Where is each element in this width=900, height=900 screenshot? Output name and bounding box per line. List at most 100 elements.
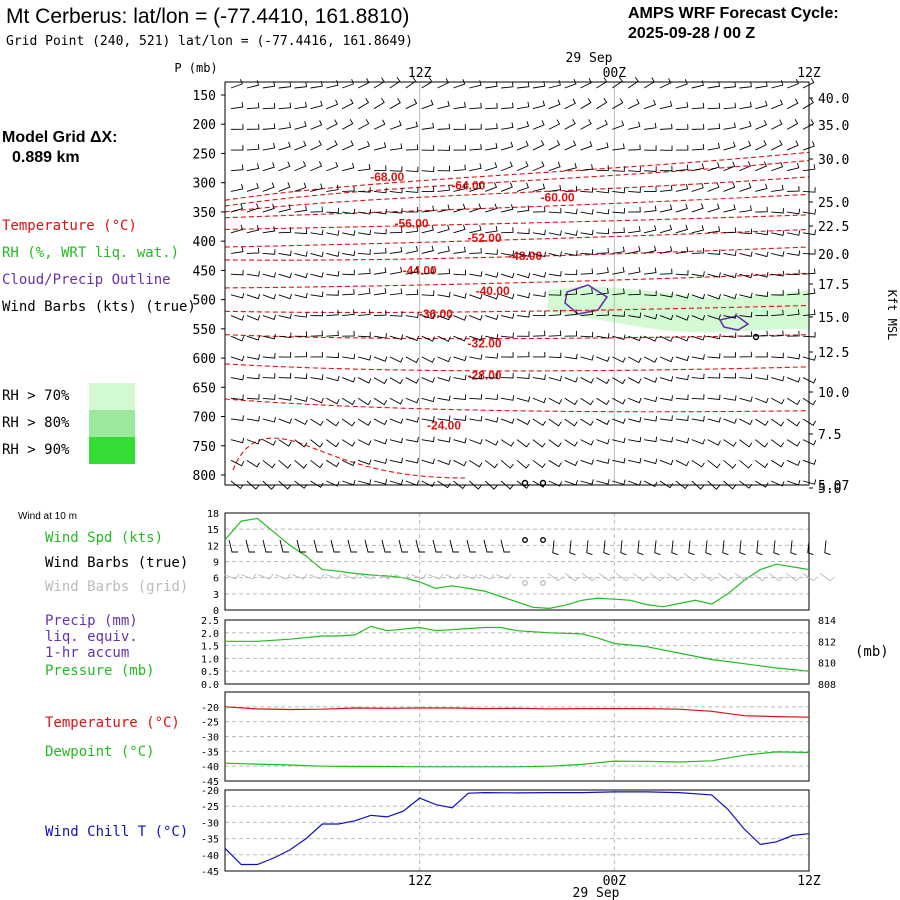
xs-wind-barb [532, 251, 547, 258]
xs-wind-barb [691, 102, 705, 110]
xs-wind-barb [771, 230, 785, 236]
xs-wind-barb [612, 377, 626, 385]
xs-wind-barb [341, 439, 356, 447]
xs-wind-barb [437, 291, 451, 298]
xs-wind-barb [707, 314, 721, 320]
xs-wind-barb [612, 266, 625, 275]
xs-wind-barb [485, 353, 498, 359]
xs-wind-barb [453, 203, 466, 213]
xs-wind-barb [405, 312, 419, 319]
xs-wind-barb [262, 373, 276, 379]
rh-legend-label-2: RH > 80% [2, 415, 70, 431]
xs-wind-barb [786, 479, 801, 486]
xs-wind-barb [802, 418, 817, 426]
xs-wind-barb [405, 226, 419, 234]
xs-wind-barb [516, 439, 530, 448]
xs-wind-barb [485, 203, 498, 213]
xs-wind-barb [675, 164, 689, 172]
wind-barb-true [586, 540, 593, 556]
xs-wind-barb [310, 330, 323, 337]
xs-wind-barb [262, 162, 275, 172]
xs-wind-barb [548, 161, 561, 172]
wind-barb-grid [444, 573, 461, 580]
xs-wind-barb [596, 119, 608, 130]
xs-wind-barb [501, 352, 514, 358]
xs-wind-barb [469, 102, 482, 110]
xs-wind-barb [516, 81, 530, 89]
xs-wind-barb [246, 335, 261, 341]
xs-wind-barb [485, 394, 498, 400]
xs-wind-barb [707, 162, 720, 172]
td-panel-ytick-label-6: -45 [201, 777, 219, 788]
xs-wind-barb [230, 315, 245, 321]
xs-wind-barbs [230, 76, 817, 490]
xs-wind-barb [310, 272, 324, 278]
xs-wind-barb [739, 101, 752, 110]
xs-wind-barb [357, 141, 370, 151]
xs-wind-barb [532, 374, 546, 381]
xs-wind-barb [389, 418, 404, 424]
wind-panel-ytick-label-5: 6 [213, 574, 219, 585]
xs-wind-barb [294, 373, 308, 379]
xs-wind-barb [310, 459, 324, 469]
wind-barb-true [637, 540, 644, 556]
xs-wind-barb [659, 224, 673, 234]
xs-wind-barb [755, 418, 769, 427]
xs-wind-barb [373, 187, 387, 194]
xs-wind-barb [246, 124, 260, 130]
xs-wind-barb [739, 121, 752, 130]
xs-wind-barb [516, 161, 529, 172]
xs-wind-barb [755, 291, 769, 297]
xs-wind-barb [294, 101, 307, 110]
wind-barb-true [483, 539, 493, 553]
xs-wind-barb [548, 309, 562, 316]
xs-wind-barb [786, 78, 799, 89]
xs-wind-barb [723, 480, 737, 490]
xs-wind-barb [437, 78, 449, 89]
xs-wind-barb [628, 206, 641, 213]
xs-wind-barb [516, 311, 530, 318]
xs-wind-barb [786, 140, 799, 151]
pressure-tick-label-1: 150 [193, 89, 216, 104]
xs-wind-barb [564, 119, 576, 130]
xs-wind-barb [437, 123, 451, 130]
xs-wind-barb [516, 373, 530, 379]
height-tick-label-6: 20.0 [818, 248, 849, 263]
xs-wind-barb [342, 353, 356, 360]
pressure-tick-label-6: 400 [193, 235, 216, 250]
xs-wind-barb [485, 123, 498, 130]
wind-panel-title: Wind at 10 m [18, 511, 77, 522]
xs-wind-barb [516, 331, 530, 337]
xs-wind-barb [659, 185, 673, 192]
xs-wind-barb [421, 458, 435, 465]
xs-wind-barb [501, 122, 514, 130]
xs-wind-barb [739, 373, 753, 380]
xs-wind-barb [453, 480, 467, 490]
wind-panel-ytick-label-1: 18 [207, 509, 219, 520]
wind-barb-grid [615, 573, 632, 582]
xs-wind-barb [437, 204, 450, 213]
xs-wind-barb [500, 141, 514, 151]
wind-panel-ytick-label-6: 3 [213, 590, 219, 601]
xs-wind-barb [771, 375, 785, 382]
bottom-tick-3: 12Z [797, 874, 821, 889]
xs-wind-barb [342, 79, 355, 89]
xs-wind-barb [310, 310, 323, 317]
xs-wind-barb [342, 289, 355, 296]
xs-wind-barb [548, 397, 563, 405]
xs-wind-barb [628, 144, 641, 151]
xs-wind-barb [484, 480, 498, 490]
pressure-tick-label-9: 550 [193, 323, 216, 338]
xs-wind-barb [373, 377, 388, 385]
wind-barb-grid [649, 573, 666, 582]
xs-wind-barb [580, 164, 593, 172]
xs-wind-barb [802, 355, 817, 361]
xs-wind-barb [421, 356, 435, 363]
xs-wind-barb [326, 251, 340, 257]
isotherm-label-11: -28.00 [468, 369, 502, 383]
xs-wind-barb [643, 480, 658, 488]
xs-wind-barb [707, 394, 721, 400]
xs-wind-barb [755, 397, 769, 404]
xs-wind-barb [516, 205, 530, 213]
xs-wind-barb [500, 182, 513, 192]
